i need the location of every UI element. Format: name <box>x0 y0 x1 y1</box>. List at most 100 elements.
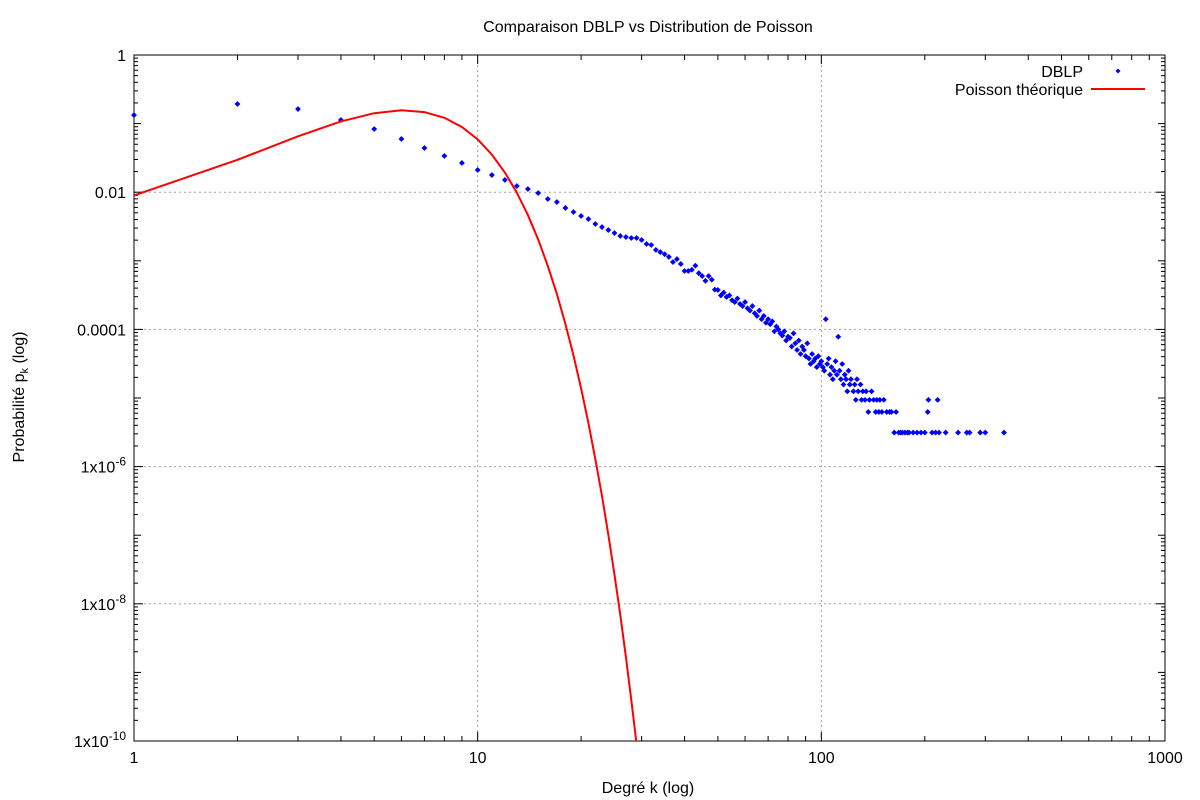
dblp-point <box>731 299 738 306</box>
dblp-point <box>942 429 949 436</box>
dblp-point <box>699 273 706 279</box>
dblp-point <box>845 367 852 374</box>
dblp-point <box>835 333 842 340</box>
dblp-point <box>617 233 624 239</box>
dblp-point <box>760 313 767 319</box>
dblp-point <box>805 355 812 362</box>
y-tick-label-base: 1 <box>117 48 126 65</box>
dblp-point <box>605 227 612 233</box>
dblp-point <box>611 230 618 236</box>
dblp-point <box>749 303 756 309</box>
dblp-point <box>779 332 786 339</box>
dblp-point <box>795 337 802 344</box>
dblp-point <box>398 136 405 142</box>
y-axis-label-main: Probabilité p <box>11 373 28 462</box>
dblp-point <box>825 355 832 362</box>
dblp-point <box>781 328 788 335</box>
dblp-point <box>818 358 825 365</box>
dblp-point <box>720 289 727 296</box>
dblp-point <box>544 196 551 202</box>
dblp-point <box>695 270 702 277</box>
dblp-point <box>714 287 721 293</box>
dblp-point <box>657 249 664 256</box>
dblp-point <box>832 358 839 365</box>
dblp-point <box>804 340 811 347</box>
dblp-point <box>850 388 857 395</box>
dblp-point <box>739 303 746 309</box>
dblp-point <box>924 409 931 415</box>
y-tick-label: 1x10-6 <box>81 455 127 477</box>
dblp-point <box>234 101 241 107</box>
dblp-point <box>794 347 801 353</box>
y-tick-label: 0.01 <box>95 185 126 202</box>
dblp-point <box>863 388 870 395</box>
legend-point-swatch <box>1115 68 1121 74</box>
dblp-point <box>857 381 864 388</box>
dblp-point <box>585 216 592 222</box>
dblp-point <box>880 396 887 403</box>
dblp-point <box>824 361 831 367</box>
dblp-point <box>622 234 629 240</box>
dblp-point <box>570 209 577 215</box>
dblp-point <box>628 235 635 241</box>
dblp-point <box>459 160 465 166</box>
dblp-point <box>1001 429 1007 436</box>
dblp-point <box>771 328 778 335</box>
dblp-point <box>822 316 829 323</box>
dblp-point <box>982 429 989 436</box>
dblp-point <box>848 376 854 383</box>
dblp-point <box>846 381 853 388</box>
y-tick-label-base: 1x10 <box>81 460 116 477</box>
y-tick-label-base: 0.0001 <box>77 322 126 339</box>
dblp-point <box>421 145 428 151</box>
dblp-point <box>934 396 941 403</box>
dblp-point <box>441 152 448 159</box>
y-tick-label: 1x10-10 <box>74 729 126 751</box>
dblp-point <box>797 351 804 357</box>
dblp-point <box>763 319 769 326</box>
dblp-point <box>936 429 942 436</box>
dblp-point <box>599 224 605 231</box>
dblp-point <box>775 326 782 333</box>
legend-label: DBLP <box>1041 64 1083 81</box>
dblp-point <box>643 241 650 247</box>
dblp-point <box>977 429 984 436</box>
dblp-point <box>756 307 763 314</box>
dblp-point <box>754 313 760 319</box>
dblp-point <box>837 376 844 383</box>
y-tick-label: 0.0001 <box>77 322 126 339</box>
dblp-point <box>765 316 772 323</box>
dblp-point <box>833 371 840 378</box>
dblp-point <box>578 213 585 219</box>
dblp-point <box>809 351 816 357</box>
dblp-point <box>705 273 712 279</box>
dblp-point <box>661 251 668 258</box>
dblp-point <box>827 371 833 378</box>
y-tick-label-exponent: -8 <box>115 592 126 606</box>
dblp-point <box>813 364 820 371</box>
dblp-point <box>786 335 793 341</box>
dblp-point <box>852 396 859 403</box>
dblp-point <box>868 388 875 395</box>
dblp-point <box>790 330 797 337</box>
y-axis-label: Probabilité pk (log) <box>11 332 31 463</box>
dblp-point <box>648 242 655 248</box>
dblp-point <box>708 276 715 283</box>
dblp-point <box>840 381 847 388</box>
chart-title: Comparaison DBLP vs Distribution de Pois… <box>483 19 813 36</box>
x-tick-label: 100 <box>808 750 835 767</box>
dblp-point <box>688 266 695 273</box>
y-tick-label: 1 <box>117 48 126 65</box>
dblp-point <box>854 376 860 383</box>
dblp-point <box>717 292 724 299</box>
dblp-point <box>488 172 495 178</box>
dblp-point <box>865 409 872 415</box>
y-tick-label: 1x10-8 <box>81 592 127 614</box>
dblp-point <box>841 371 848 378</box>
dblp-point <box>807 361 814 367</box>
x-tick-label: 10 <box>469 750 487 767</box>
dblp-point <box>821 367 828 374</box>
dblp-point <box>802 353 809 360</box>
dblp-point <box>878 409 885 415</box>
